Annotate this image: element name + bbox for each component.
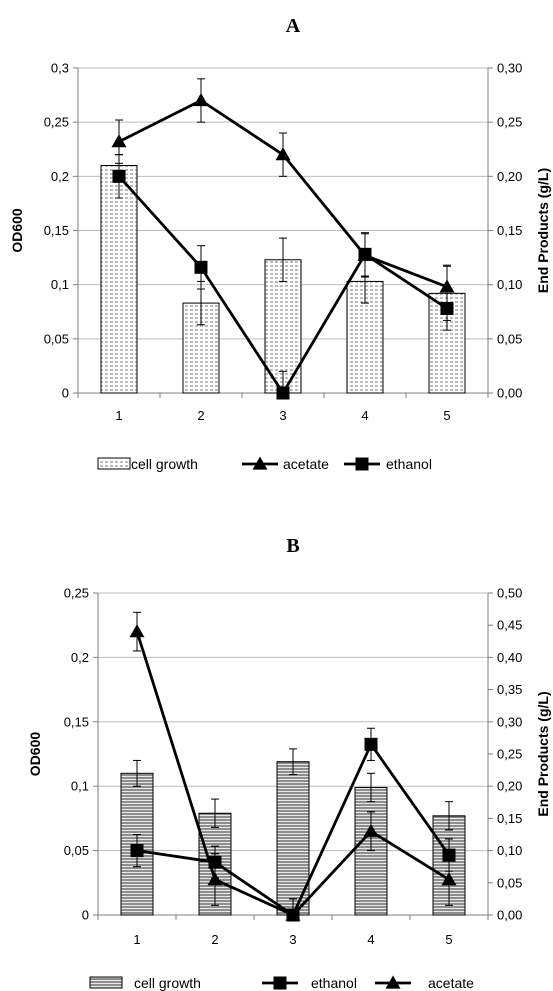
x-tick-label: 4 (367, 932, 374, 947)
legend-marker (355, 457, 369, 471)
legend-marker (273, 976, 287, 990)
legend-marker (385, 975, 401, 989)
y-tick-label: 0,05 (44, 331, 69, 346)
x-tick-label: 3 (289, 932, 296, 947)
y-tick-label: 0,1 (51, 277, 69, 292)
y2-tick-label: 0,00 (497, 908, 522, 923)
y-tick-label: 0,3 (51, 61, 69, 76)
legend-item-cell-growth: cell growth (97, 456, 198, 472)
y-tick-label: 0,25 (44, 115, 69, 130)
point-ethanol (364, 737, 378, 751)
chart-panel-B: B 0 0,05 0,1 0,15 0,2 0,25 0,00 0,05 0,10 0,15 0,20… (27, 535, 551, 991)
x-tick-label: 3 (279, 408, 286, 423)
y2-tick-label: 0,15 (497, 811, 522, 826)
legend: cell growth acetate ethanol (97, 456, 432, 472)
point-ethanol (276, 386, 290, 400)
legend-label: ethanol (311, 975, 357, 991)
error-bar-cell-growth (445, 801, 453, 831)
x-tick-label: 2 (211, 932, 218, 947)
y2-tick-label: 0,10 (497, 277, 522, 292)
legend-label: ethanol (386, 456, 432, 472)
point-acetate (285, 907, 301, 921)
legend-marker (252, 456, 268, 470)
bar-cell-growth (100, 165, 138, 394)
x-tick-label: 1 (115, 408, 122, 423)
bar-cell-growth (276, 761, 310, 916)
error-bar-cell-growth (279, 237, 287, 282)
y2-tick-label: 0,10 (497, 843, 522, 858)
error-bar-cell-growth (289, 748, 297, 776)
chart-panel-A: A 0 0,05 0,1 0,15 0,2 0,25 0,3 0,00 0,05 0,10 0,15 0… (9, 15, 551, 472)
point-ethanol (112, 169, 126, 183)
y2-axis-title: End Products (g/L) (535, 168, 551, 293)
y2-tick-label: 0,20 (497, 779, 522, 794)
y2-tick-label: 0,25 (497, 115, 522, 130)
y2-tick-label: 0,20 (497, 169, 522, 184)
y-tick-label: 0,15 (44, 223, 69, 238)
y-tick-label: 0,2 (51, 169, 69, 184)
y2-tick-label: 0,05 (497, 875, 522, 890)
point-acetate (129, 624, 145, 638)
y2-tick-label: 0,35 (497, 682, 522, 697)
y-tick-label: 0 (62, 386, 69, 401)
x-tick-label: 2 (197, 408, 204, 423)
y-tick-label: 0,05 (64, 843, 89, 858)
error-bar-cell-growth (133, 759, 141, 787)
y2-tick-label: 0,40 (497, 650, 522, 665)
point-acetate (193, 93, 209, 107)
point-acetate (439, 279, 455, 293)
legend-label: cell growth (131, 456, 198, 472)
point-acetate (111, 134, 127, 148)
point-ethanol (194, 260, 208, 274)
point-acetate (275, 147, 291, 161)
legend: cell growth ethanol acetate (89, 975, 474, 991)
x-tick-label: 5 (445, 932, 452, 947)
bar-cell-growth (354, 786, 388, 916)
error-bar-cell-growth (367, 772, 375, 803)
legend-label: cell growth (134, 975, 201, 991)
legend-swatch (97, 457, 131, 470)
point-acetate (363, 823, 379, 837)
legend-item-acetate: acetate (375, 975, 474, 991)
y-tick-label: 0,1 (71, 779, 89, 794)
legend-item-cell-growth: cell growth (89, 975, 201, 991)
legend-label: acetate (428, 975, 474, 991)
point-ethanol (130, 844, 144, 858)
y2-tick-label: 0,45 (497, 618, 522, 633)
point-ethanol (440, 302, 454, 315)
x-tick-label: 5 (443, 408, 450, 423)
y2-axis-title: End Products (g/L) (535, 691, 551, 816)
point-acetate (441, 872, 457, 886)
legend-item-acetate: acetate (242, 456, 329, 472)
legend-item-ethanol: ethanol (344, 456, 432, 472)
y2-tick-label: 0,05 (497, 331, 522, 346)
y2-tick-label: 0,30 (497, 61, 522, 76)
y-tick-label: 0,2 (71, 650, 89, 665)
legend-label: acetate (283, 456, 329, 472)
point-acetate (207, 872, 223, 886)
chart-title: A (286, 15, 301, 37)
point-ethanol (358, 247, 372, 261)
legend-item-ethanol: ethanol (262, 975, 357, 991)
y-tick-label: 0 (82, 908, 89, 923)
x-tick-label: 1 (133, 932, 140, 947)
x-tick-label: 4 (361, 408, 368, 423)
error-bar-cell-growth (211, 798, 219, 828)
legend-swatch (89, 976, 123, 989)
y2-tick-label: 0,50 (497, 586, 522, 601)
y-axis-title: OD600 (9, 208, 25, 253)
y2-tick-label: 0,15 (497, 223, 522, 238)
y2-tick-label: 0,30 (497, 714, 522, 729)
y-axis-title: OD600 (27, 732, 43, 777)
y2-tick-label: 0,00 (497, 386, 522, 401)
y2-tick-label: 0,25 (497, 747, 522, 762)
y-tick-label: 0,15 (64, 714, 89, 729)
chart-title: B (286, 535, 299, 557)
y-tick-label: 0,25 (64, 586, 89, 601)
